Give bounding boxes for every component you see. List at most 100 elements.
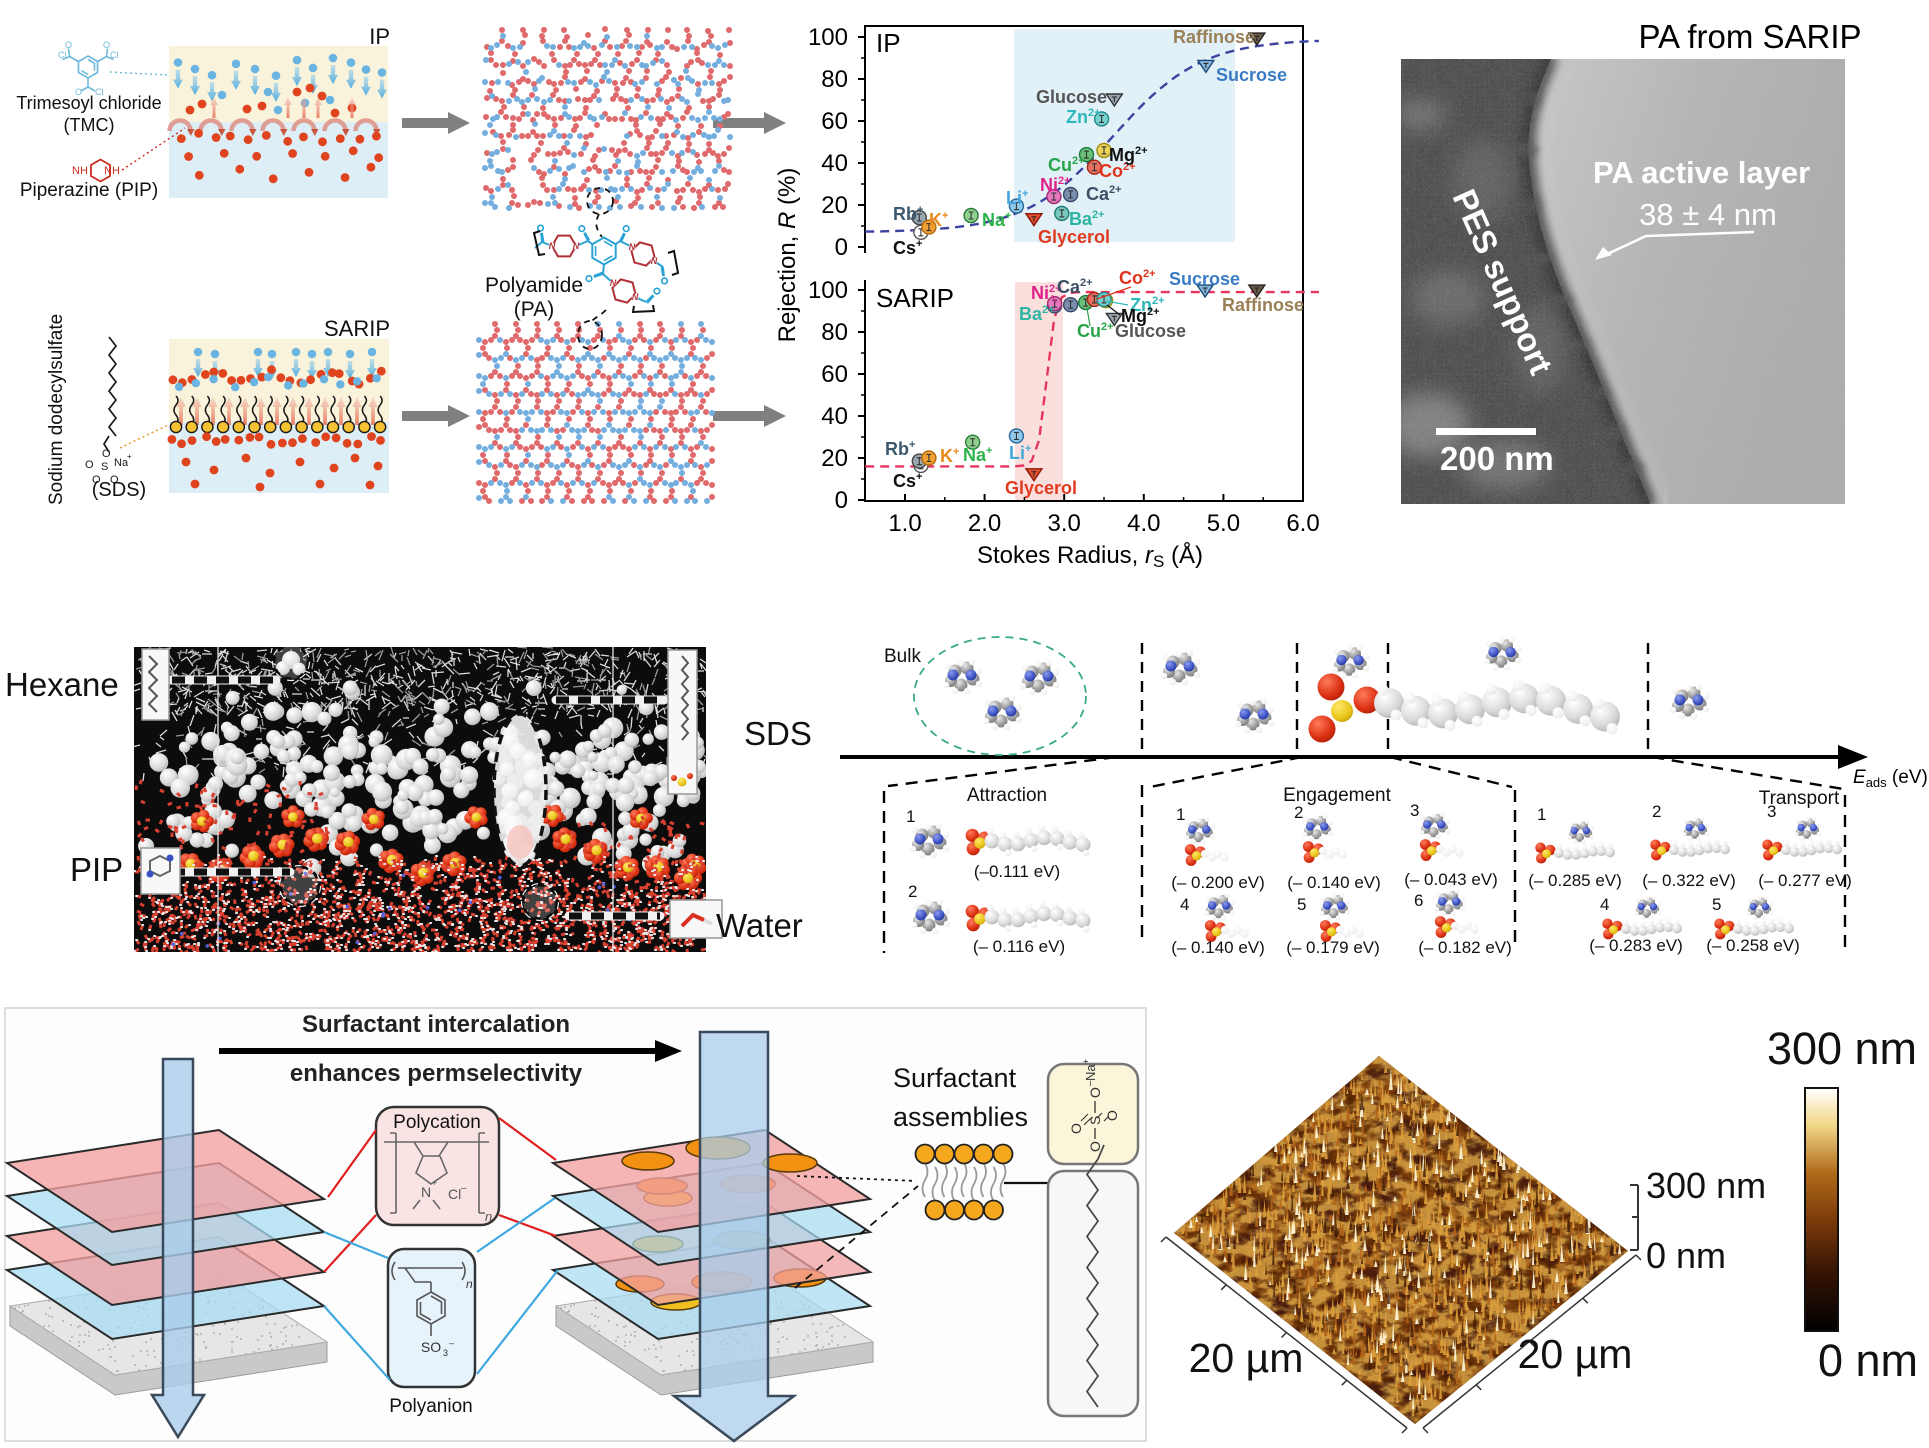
- svg-text:Trimesoyl chloride: Trimesoyl chloride: [16, 93, 161, 113]
- svg-text:20 µm: 20 µm: [1518, 1331, 1633, 1377]
- svg-text:(– 0.322 eV): (– 0.322 eV): [1642, 871, 1736, 890]
- svg-text:O: O: [65, 40, 72, 50]
- svg-text:n: n: [485, 1209, 492, 1224]
- svg-text:Glucose: Glucose: [1036, 87, 1107, 107]
- svg-text:SO: SO: [421, 1339, 441, 1355]
- svg-text:O: O: [103, 40, 110, 50]
- svg-text:3: 3: [1767, 802, 1776, 821]
- svg-text:PA active layer: PA active layer: [1593, 155, 1810, 190]
- svg-text:IP: IP: [876, 28, 901, 58]
- svg-text:(– 0.283 eV): (– 0.283 eV): [1589, 936, 1683, 955]
- svg-text:(– 0.116 eV): (– 0.116 eV): [973, 937, 1065, 956]
- svg-text:200 nm: 200 nm: [1440, 440, 1554, 477]
- svg-text:Cl: Cl: [448, 1186, 461, 1202]
- svg-text:80: 80: [821, 319, 848, 346]
- svg-text:enhances permselectivity: enhances permselectivity: [290, 1060, 583, 1087]
- svg-text:S: S: [101, 461, 108, 473]
- svg-text:Cl: Cl: [58, 50, 67, 60]
- svg-text:O: O: [102, 448, 111, 460]
- svg-text:60: 60: [821, 361, 848, 388]
- svg-text:O: O: [110, 474, 119, 486]
- svg-text:100: 100: [808, 24, 848, 51]
- svg-text:N: N: [632, 292, 639, 302]
- svg-text:20 µm: 20 µm: [1189, 1335, 1304, 1381]
- svg-text:Piperazine (PIP): Piperazine (PIP): [20, 180, 158, 201]
- svg-text:Surfactant: Surfactant: [893, 1063, 1017, 1093]
- svg-text:Stokes Radius, rS (Å): Stokes Radius, rS (Å): [977, 541, 1203, 571]
- svg-text:Transport: Transport: [1759, 788, 1840, 809]
- svg-text:Na+: Na+: [982, 210, 1011, 230]
- svg-text:40: 40: [821, 403, 848, 430]
- svg-text:(– 0.140 eV): (– 0.140 eV): [1287, 873, 1381, 892]
- svg-text:NH: NH: [72, 165, 88, 177]
- svg-text:0: 0: [835, 234, 848, 261]
- svg-text:Rejection, R (%): Rejection, R (%): [774, 168, 801, 343]
- svg-text:O: O: [1068, 1123, 1084, 1134]
- svg-text:60: 60: [821, 108, 848, 135]
- svg-text:20: 20: [821, 445, 848, 472]
- svg-text:40: 40: [821, 150, 848, 177]
- svg-text:(–0.111 eV): (–0.111 eV): [974, 862, 1060, 881]
- svg-text:Sucrose: Sucrose: [1169, 269, 1240, 289]
- svg-text:4.0: 4.0: [1127, 510, 1160, 537]
- svg-text:Cs+: Cs+: [893, 238, 922, 258]
- svg-text:Sodium dodecylsulfate: Sodium dodecylsulfate: [46, 314, 67, 505]
- svg-text:(– 0.140 eV): (– 0.140 eV): [1171, 938, 1265, 957]
- svg-text:100: 100: [808, 277, 848, 304]
- svg-text:Polyanion: Polyanion: [389, 1396, 472, 1417]
- svg-text:PA from SARIP: PA from SARIP: [1638, 18, 1861, 55]
- svg-text:SDS: SDS: [744, 715, 812, 752]
- svg-text:Na: Na: [114, 457, 129, 469]
- svg-text:O: O: [92, 474, 101, 486]
- svg-text:–: –: [461, 1183, 467, 1194]
- svg-text:N: N: [573, 241, 580, 251]
- svg-text:5: 5: [1712, 895, 1721, 914]
- svg-text:300 nm: 300 nm: [1646, 1165, 1766, 1206]
- svg-text:Raffinose: Raffinose: [1222, 295, 1304, 315]
- svg-text:SARIP: SARIP: [324, 316, 390, 341]
- svg-text:(– 0.285 eV): (– 0.285 eV): [1528, 871, 1622, 890]
- svg-text:Engagement: Engagement: [1283, 785, 1391, 806]
- svg-text:(SDS): (SDS): [92, 479, 146, 501]
- svg-text:Cl: Cl: [110, 50, 119, 60]
- svg-text:3.0: 3.0: [1048, 510, 1081, 537]
- svg-text:Water: Water: [716, 907, 803, 944]
- svg-text:3: 3: [443, 1348, 448, 1358]
- svg-text:assemblies: assemblies: [893, 1102, 1028, 1132]
- svg-text:Na: Na: [1083, 1064, 1098, 1081]
- svg-text:1: 1: [906, 807, 915, 826]
- svg-text:–: –: [1085, 1080, 1096, 1086]
- svg-text:(– 0.179 eV): (– 0.179 eV): [1286, 938, 1380, 957]
- svg-text:O: O: [1087, 1141, 1103, 1152]
- svg-text:N: N: [629, 242, 636, 252]
- svg-text:(– 0.258 eV): (– 0.258 eV): [1706, 936, 1800, 955]
- svg-text:Glycerol: Glycerol: [1038, 227, 1110, 247]
- svg-text:N: N: [651, 256, 658, 266]
- svg-text:0: 0: [835, 487, 848, 514]
- svg-text:Hexane: Hexane: [5, 666, 119, 703]
- svg-text:NH: NH: [104, 165, 120, 177]
- svg-text:–: –: [449, 1338, 454, 1348]
- svg-text:Sucrose: Sucrose: [1216, 65, 1287, 85]
- svg-text:4: 4: [1600, 895, 1609, 914]
- svg-text:SARIP: SARIP: [876, 283, 954, 313]
- svg-text:Attraction: Attraction: [967, 785, 1047, 806]
- svg-text:2: 2: [1652, 802, 1661, 821]
- svg-text:(TMC): (TMC): [64, 115, 115, 135]
- svg-text:N: N: [549, 241, 556, 251]
- svg-text:S: S: [1087, 1116, 1103, 1125]
- svg-text:1: 1: [1537, 805, 1546, 824]
- svg-text:(– 0.043 eV): (– 0.043 eV): [1404, 870, 1498, 889]
- svg-text:0 nm: 0 nm: [1818, 1335, 1918, 1386]
- svg-text:Surfactant intercalation: Surfactant intercalation: [302, 1011, 570, 1038]
- svg-text:IP: IP: [369, 24, 390, 49]
- svg-text:5: 5: [1297, 895, 1306, 914]
- svg-text:1.0: 1.0: [888, 510, 921, 537]
- svg-text:4: 4: [1180, 895, 1189, 914]
- svg-text:Glucose: Glucose: [1115, 321, 1186, 341]
- svg-text:5.0: 5.0: [1207, 510, 1240, 537]
- svg-text:6: 6: [1414, 891, 1423, 910]
- svg-text:Polyamide: Polyamide: [485, 274, 583, 297]
- svg-text:n: n: [466, 1277, 473, 1291]
- svg-text:+: +: [127, 452, 132, 461]
